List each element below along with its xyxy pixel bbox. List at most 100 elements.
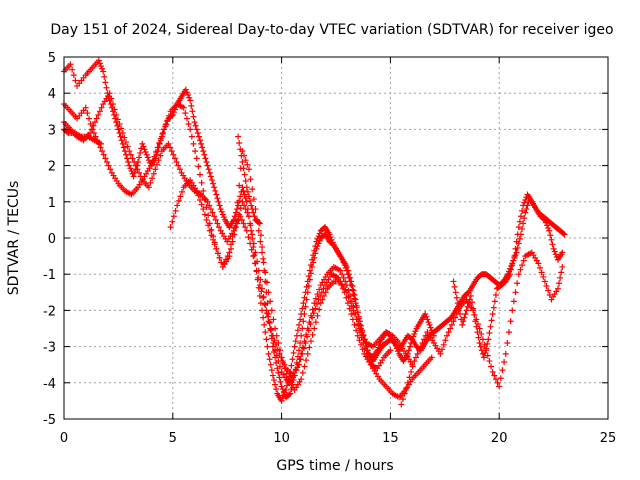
data-point (259, 249, 266, 256)
data-point (129, 155, 136, 162)
data-point (263, 307, 270, 314)
data-point (358, 341, 365, 348)
data-point (428, 327, 435, 334)
data-point (286, 391, 293, 398)
data-point (284, 382, 291, 389)
data-point (395, 348, 402, 355)
data-point (516, 218, 523, 225)
data-point (100, 151, 107, 158)
data-point (550, 245, 557, 252)
data-point (248, 246, 255, 253)
data-point (206, 227, 213, 234)
data-point (508, 266, 515, 273)
data-point (256, 282, 263, 289)
data-point (476, 339, 483, 346)
data-point (203, 158, 210, 165)
y-axis-label: SDTVAR / TECUs (6, 181, 22, 296)
data-point (501, 358, 508, 365)
data-point (244, 188, 251, 195)
data-point (478, 347, 485, 354)
data-point (202, 155, 209, 162)
data-point (242, 157, 249, 164)
data-point (392, 342, 399, 349)
data-point (559, 263, 566, 270)
data-point (337, 267, 344, 274)
data-point (319, 296, 326, 303)
data-point (179, 188, 186, 195)
data-point (265, 311, 272, 318)
data-point (170, 213, 177, 220)
x-tick-label: 20 (491, 431, 508, 446)
data-point (454, 300, 461, 307)
data-point (269, 343, 276, 350)
data-point (535, 260, 542, 267)
x-tick-label: 15 (382, 431, 399, 446)
data-point (242, 224, 249, 231)
data-point (260, 255, 267, 262)
data-point (124, 155, 131, 162)
data-point (393, 345, 400, 352)
series-track-a (61, 57, 568, 404)
data-point (151, 153, 158, 160)
data-point (321, 292, 328, 299)
data-point (276, 347, 283, 354)
data-point (92, 119, 99, 126)
data-point (515, 224, 522, 231)
data-point (561, 231, 568, 238)
data-point (145, 184, 152, 191)
data-point (261, 267, 268, 274)
data-point (306, 267, 313, 274)
data-point (292, 366, 299, 373)
data-point (387, 347, 394, 354)
data-point (300, 300, 307, 307)
data-point (554, 285, 561, 292)
y-tick-label: 2 (48, 160, 56, 175)
data-point (210, 180, 217, 187)
data-point (112, 115, 119, 122)
data-point (509, 262, 516, 269)
data-point (192, 148, 199, 155)
data-point (252, 249, 259, 256)
data-point (205, 222, 212, 229)
x-tick-label: 25 (600, 431, 617, 446)
data-point (360, 332, 367, 339)
data-point (93, 115, 100, 122)
data-point (229, 233, 236, 240)
data-point (520, 220, 527, 227)
data-point (187, 126, 194, 133)
data-point (354, 332, 361, 339)
data-point (239, 198, 246, 205)
data-point (257, 238, 264, 245)
data-point (116, 120, 123, 127)
data-point (199, 144, 206, 151)
data-point (272, 381, 279, 388)
data-point (105, 162, 112, 169)
data-point (255, 274, 262, 281)
data-point (250, 209, 257, 216)
data-point (519, 225, 526, 232)
data-point (290, 349, 297, 356)
data-point (149, 175, 156, 182)
data-point (401, 390, 408, 397)
data-point (513, 249, 520, 256)
data-point (481, 341, 488, 348)
data-point (494, 379, 501, 386)
data-point (459, 321, 466, 328)
data-point (97, 140, 104, 147)
data-point (293, 359, 300, 366)
data-point (256, 220, 263, 227)
data-point (177, 193, 184, 200)
y-tick-label: 5 (48, 51, 56, 66)
data-point (497, 375, 504, 382)
data-point (169, 111, 176, 118)
data-point (216, 224, 223, 231)
data-point (352, 296, 359, 303)
data-point (306, 276, 313, 283)
data-point (301, 311, 308, 318)
data-point (136, 169, 143, 176)
data-point (154, 144, 161, 151)
data-point (236, 139, 243, 146)
data-point (249, 206, 256, 213)
data-point (195, 192, 202, 199)
data-point (279, 386, 286, 393)
